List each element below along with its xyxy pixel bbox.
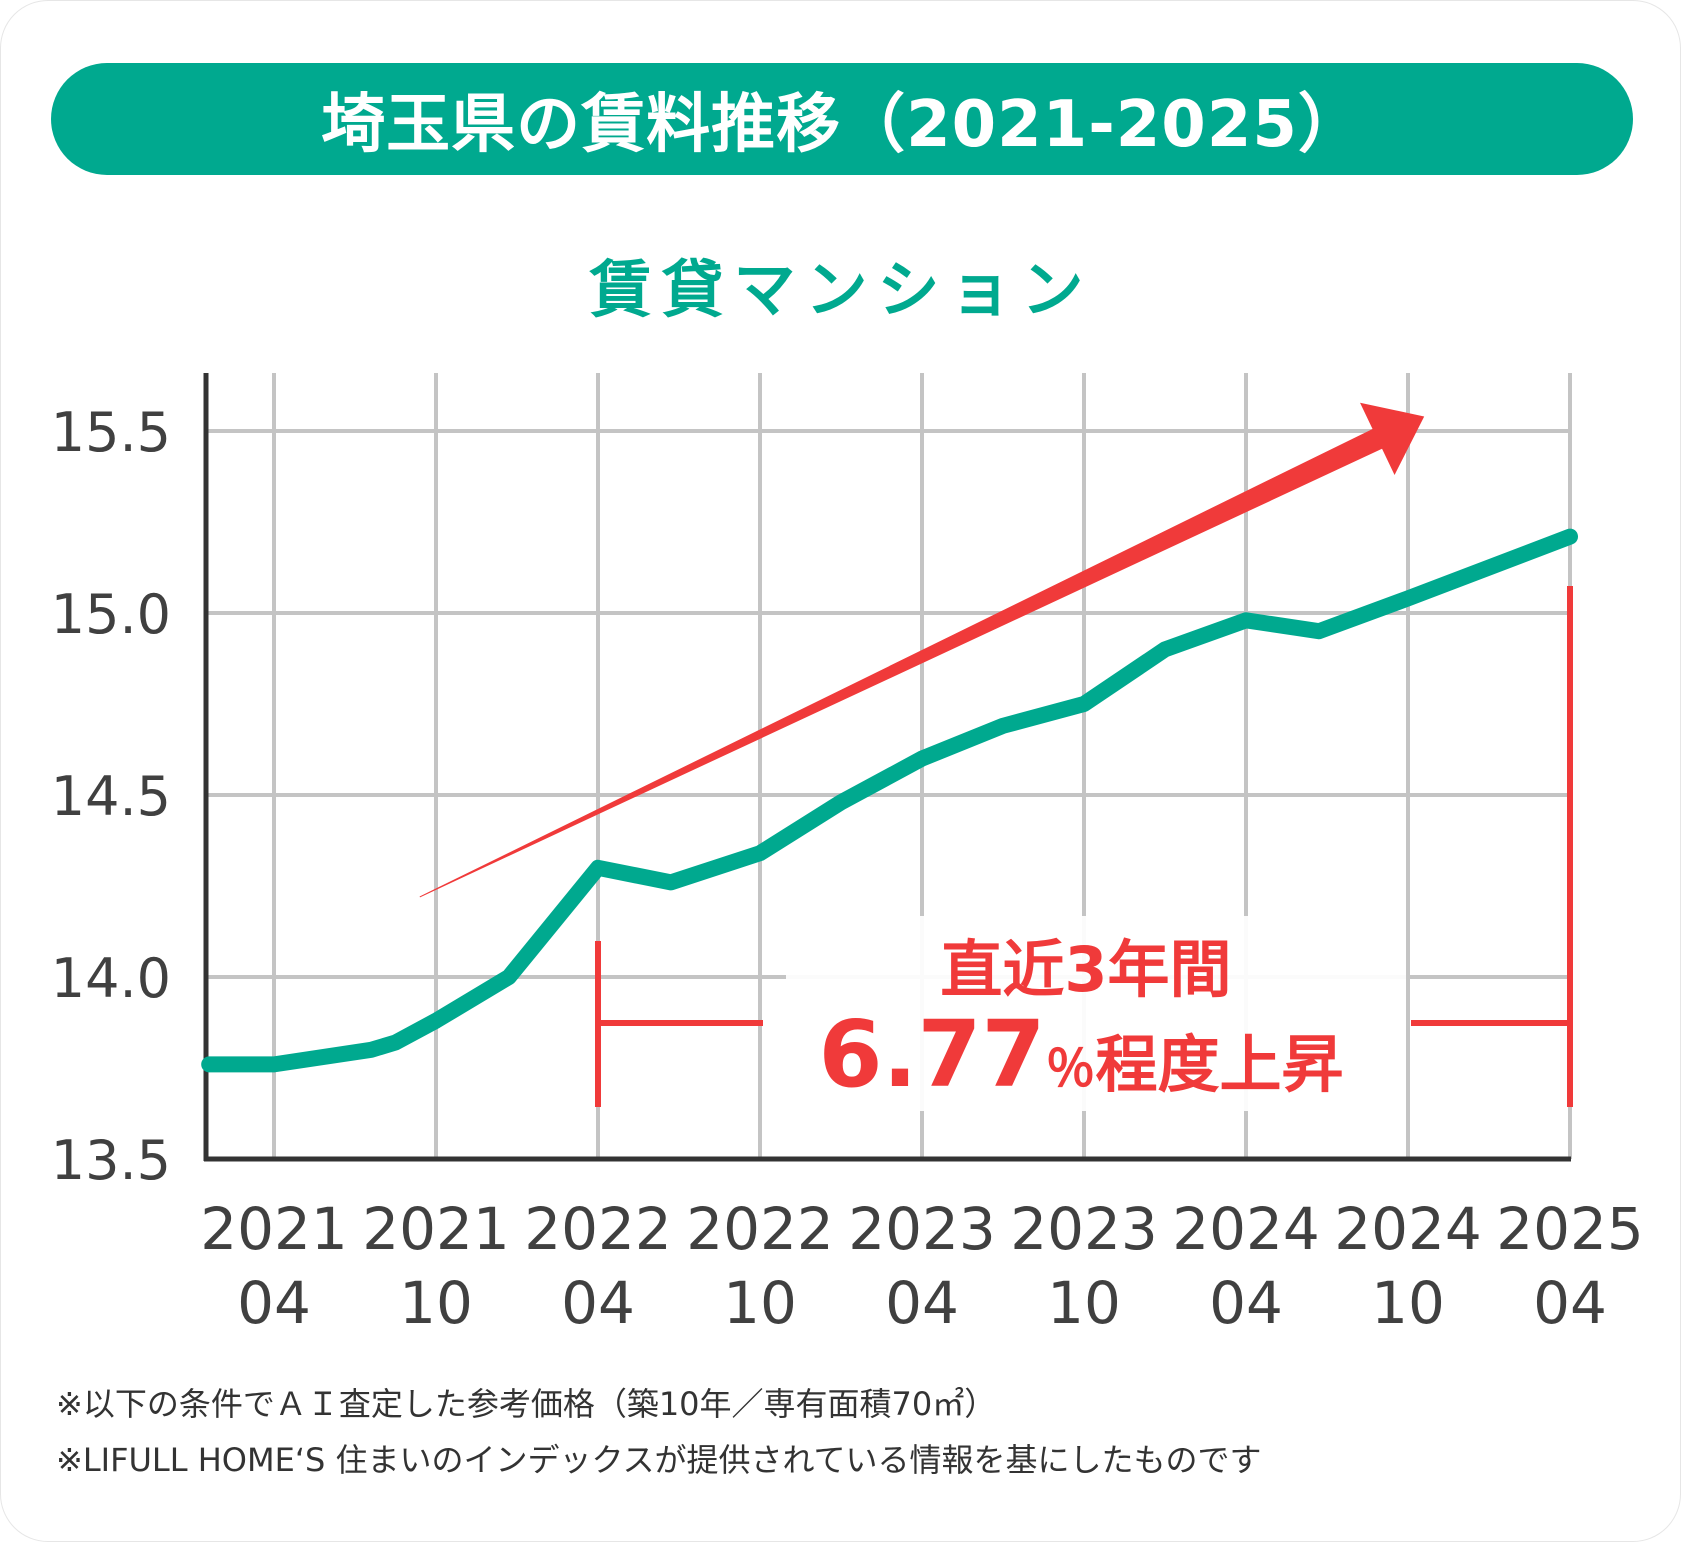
annotation-increase-value: 6.77 xyxy=(818,1001,1045,1108)
y-tick-label: 14.0 xyxy=(51,947,171,1010)
x-tick-label-month: 10 xyxy=(1047,1269,1121,1337)
y-tick-label: 15.5 xyxy=(51,401,171,464)
footnote-2: ※LIFULL HOME‘S 住まいのインデックスが提供されている情報を基にした… xyxy=(56,1432,1262,1488)
footnotes: ※以下の条件でＡＩ査定した参考価格（築10年／専有面積70㎡） ※LIFULL … xyxy=(56,1376,1262,1488)
x-tick-label-month: 10 xyxy=(723,1269,797,1337)
x-tick-label-year: 2022 xyxy=(524,1195,672,1263)
x-tick-label-month: 10 xyxy=(1371,1269,1445,1337)
annotation-increase-text: 程度上昇 xyxy=(1095,1028,1343,1101)
x-tick-label-month: 04 xyxy=(885,1269,959,1337)
x-tick-label-year: 2024 xyxy=(1334,1195,1482,1263)
x-tick-label-month: 10 xyxy=(399,1269,473,1337)
x-tick-label-month: 04 xyxy=(1533,1269,1607,1337)
x-tick-label-month: 04 xyxy=(237,1269,311,1337)
x-tick-label-year: 2021 xyxy=(200,1195,348,1263)
x-tick-label-year: 2023 xyxy=(848,1195,996,1263)
x-tick-label-year: 2025 xyxy=(1496,1195,1644,1263)
x-tick-label-year: 2023 xyxy=(1010,1195,1158,1263)
x-tick-label-year: 2024 xyxy=(1172,1195,1320,1263)
y-tick-label: 14.5 xyxy=(51,765,171,828)
y-tick-label: 13.5 xyxy=(51,1129,171,1192)
x-tick-label-year: 2022 xyxy=(686,1195,834,1263)
y-tick-label: 15.0 xyxy=(51,583,171,646)
x-tick-label-month: 04 xyxy=(561,1269,635,1337)
annotation-increase-percent: ％ xyxy=(1045,1040,1095,1098)
annotation-period: 直近3年間 xyxy=(940,933,1231,1006)
x-tick-label-month: 04 xyxy=(1209,1269,1283,1337)
footnote-1: ※以下の条件でＡＩ査定した参考価格（築10年／専有面積70㎡） xyxy=(56,1376,1262,1432)
x-tick-label-year: 2021 xyxy=(362,1195,510,1263)
